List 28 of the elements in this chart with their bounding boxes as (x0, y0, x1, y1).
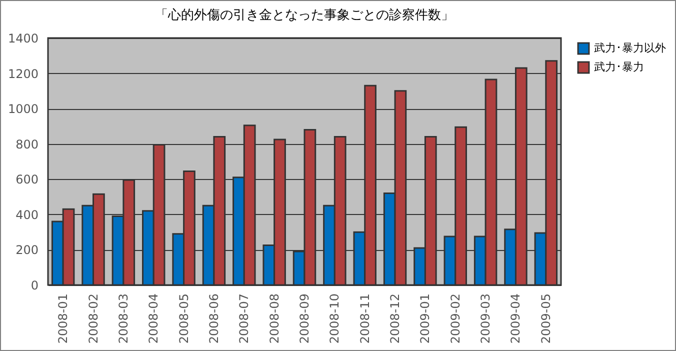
y-tick-label: 1400 (8, 32, 38, 46)
y-tick-label: 1200 (8, 66, 38, 81)
y-tick-label: 1000 (8, 102, 38, 116)
y-tick-label: 400 (16, 208, 38, 222)
x-tick-label: 2009-04 (508, 294, 523, 344)
x-tick-label: 2008-07 (237, 294, 252, 344)
x-tick-label: 2008-06 (206, 294, 221, 344)
x-tick-label: 2008-10 (328, 294, 342, 344)
x-tick-label: 2008-01 (56, 294, 70, 344)
x-tick-label: 2009-03 (478, 294, 493, 344)
y-tick-label: 800 (16, 137, 38, 152)
x-tick-label: 2009-01 (418, 294, 432, 344)
x-tick-label: 2008-08 (267, 294, 282, 344)
x-tick-label: 2009-05 (538, 294, 553, 344)
x-tick-label: 2008-05 (176, 294, 191, 344)
legend-label: 武力･暴力以外 (594, 42, 666, 54)
y-tick-label: 200 (16, 243, 38, 258)
x-tick-label: 2008-03 (116, 294, 130, 344)
y-tick-label: 600 (16, 172, 38, 187)
x-tick-label: 2008-04 (146, 294, 161, 344)
x-tick-label: 2008-12 (388, 294, 402, 344)
x-tick-label: 2008-11 (358, 294, 372, 344)
legend-label: 武力･暴力 (594, 60, 644, 74)
x-tick-label: 2008-02 (86, 294, 100, 344)
x-tick-label: 2008-09 (298, 294, 312, 344)
chart-title: 「心的外傷の引き金となった事象ごとの診察件数」 (155, 7, 454, 23)
x-tick-label: 2009-02 (448, 294, 462, 344)
y-tick-label: 0 (30, 278, 38, 292)
